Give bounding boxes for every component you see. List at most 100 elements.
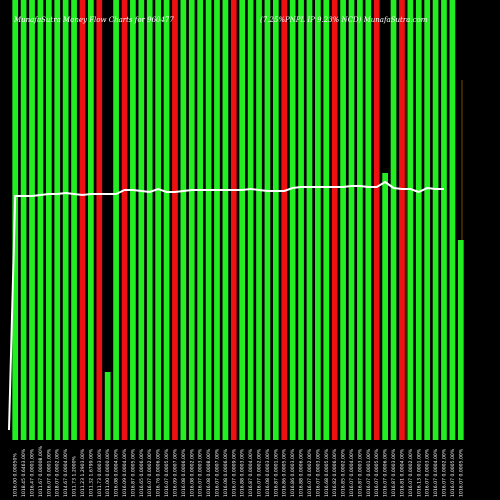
x-tick-label: 1016.09 0.0004.00% [122, 448, 128, 497]
money-flow-line-group [8, 180, 444, 431]
x-tick-label: 1011.00 0.0000.00% [105, 448, 111, 497]
bar [163, 0, 170, 440]
x-tick-label: 1016.07 0.0009.00% [231, 448, 237, 497]
x-tick-label: 1016.47 0.0001.00% [30, 448, 36, 497]
x-tick-label: 1016.68 0.0005.00% [324, 448, 330, 497]
bar [104, 372, 111, 440]
bar [62, 0, 69, 440]
x-tick-label: 1011.67 0.00008.00% [38, 445, 44, 497]
x-tick-label: 1011.73 0.0003.00% [97, 448, 103, 497]
x-tick-label: 1016.07 0.0005.00% [450, 448, 456, 497]
x-tick-label: 1016.88 0.0003.00% [240, 448, 246, 497]
x-tick-label: 1016.87 0.0004.00% [248, 448, 254, 497]
bar [415, 0, 422, 440]
bar [432, 0, 439, 440]
x-tick-label: 1016.86 0.0005.00% [282, 448, 288, 497]
x-tick-label: 1016.09 0.0007.00% [172, 448, 178, 497]
bar [348, 0, 355, 440]
x-tick-label: 1016.07 0.0002.00% [257, 448, 263, 497]
bar [188, 0, 195, 440]
bar [457, 240, 464, 440]
x-tick-label: 1016.07 0.0005.00% [458, 448, 464, 497]
bar [315, 0, 321, 440]
x-tick-label: 1016.08 0.0002.00% [189, 448, 195, 497]
bar [79, 0, 86, 440]
x-tick-label: 1016.88 0.0006.00% [299, 448, 305, 497]
x-tick-label: 1016.07 0.0002.00% [147, 448, 153, 497]
x-tick-label: 1018.45 0.6463.00% [21, 448, 27, 497]
bar [407, 0, 414, 440]
x-tick-label: 1014.67 0.0004.00% [63, 448, 69, 497]
bar [272, 0, 279, 440]
x-tick-label: 1016.07 0.0001.00% [46, 448, 52, 497]
x-tick-label: 1016.07 0.0002.00% [408, 448, 414, 497]
x-tick-label: 1016.08 0.0006.00% [223, 448, 229, 497]
x-tick-label: 1016.07 0.0005.00% [374, 448, 380, 497]
x-tick-label: 1016.87 0.0005.00% [130, 448, 136, 497]
bar [298, 0, 304, 440]
bar [138, 0, 145, 440]
x-tick-label: 1016.07 0.0003.00% [425, 448, 431, 497]
bar [37, 0, 44, 440]
bar [289, 0, 296, 440]
x-tick-label: 1016.07 0.0001.00% [366, 448, 372, 497]
bar [29, 0, 35, 440]
bar [239, 0, 246, 440]
bar [390, 0, 397, 440]
bar [365, 0, 372, 440]
bar [424, 0, 431, 440]
header-right: (7.25%PNPL IP 9.23% NCD) MunafaSutra.com [260, 16, 428, 24]
bar [205, 0, 212, 440]
x-tick-label: 1016.07 0.0002.00% [307, 448, 313, 497]
x-tick-label: 1016.65 0.0006.00% [139, 448, 145, 497]
bar [247, 0, 254, 440]
x-tick-label: 1016.07 0.0006.00% [383, 448, 389, 497]
x-tick-label: 1016.08 0.0004.00% [114, 448, 120, 497]
x-tick-label: 1016.07 0.0003.00% [198, 448, 204, 497]
bar [88, 0, 94, 440]
bar [121, 0, 128, 440]
bar [306, 0, 313, 440]
bar [256, 0, 262, 440]
x-tick-label: 1016.76 0.0006.00% [156, 448, 162, 497]
x-tick-label: 1016.08 0.0006.00% [181, 448, 187, 497]
header-left: MunafaSutra Money Flow Charts for 960477 [13, 16, 174, 24]
bar [230, 0, 237, 440]
bar [264, 0, 271, 440]
bar [441, 0, 447, 440]
x-tick-label: 1011.73 1.2000% [72, 455, 78, 497]
x-tick-label: 1016.07 0.0007.00% [214, 448, 220, 497]
bar [222, 0, 229, 440]
bar [54, 0, 61, 440]
bar [357, 0, 363, 440]
x-tick-label: 1016.13 0.0001.00% [416, 448, 422, 497]
x-tick-label: 1016.07 0.0002.00% [441, 448, 447, 497]
bar [113, 0, 119, 440]
bar [399, 0, 405, 440]
x-tick-label: 1016.07 0.0005.00% [164, 448, 170, 497]
x-tick-label: 1016.08 0.0008.00% [206, 448, 212, 497]
x-tick-label: 1016.08 0.0003.00% [265, 448, 271, 497]
bar [449, 0, 456, 440]
bar [323, 0, 330, 440]
x-tick-label: 1016.07 0.0003.00% [315, 448, 321, 497]
bar [340, 0, 346, 440]
x-tick-label: 1016.85 0.0002.00% [341, 448, 347, 497]
x-tick-label: 1016.81 0.0004.00% [399, 448, 405, 497]
bar [331, 0, 338, 440]
x-tick-label: 1016.87 0.0003.00% [357, 448, 363, 497]
x-tick-label: 1016.87 0.0003.00% [391, 448, 397, 497]
bar [96, 0, 103, 440]
bar [197, 0, 204, 440]
bar [20, 0, 27, 440]
bar [172, 0, 178, 440]
x-tick-label: 1011.23 1.2903.00% [80, 448, 86, 497]
x-tick-label: 1016.07 0.0004.00% [433, 448, 439, 497]
money-flow-line [8, 180, 444, 431]
bar [382, 173, 388, 440]
x-tick-label: 1016.00 0.00050% [13, 453, 19, 497]
bar [180, 0, 187, 440]
bar [130, 0, 136, 440]
bar [146, 0, 153, 440]
